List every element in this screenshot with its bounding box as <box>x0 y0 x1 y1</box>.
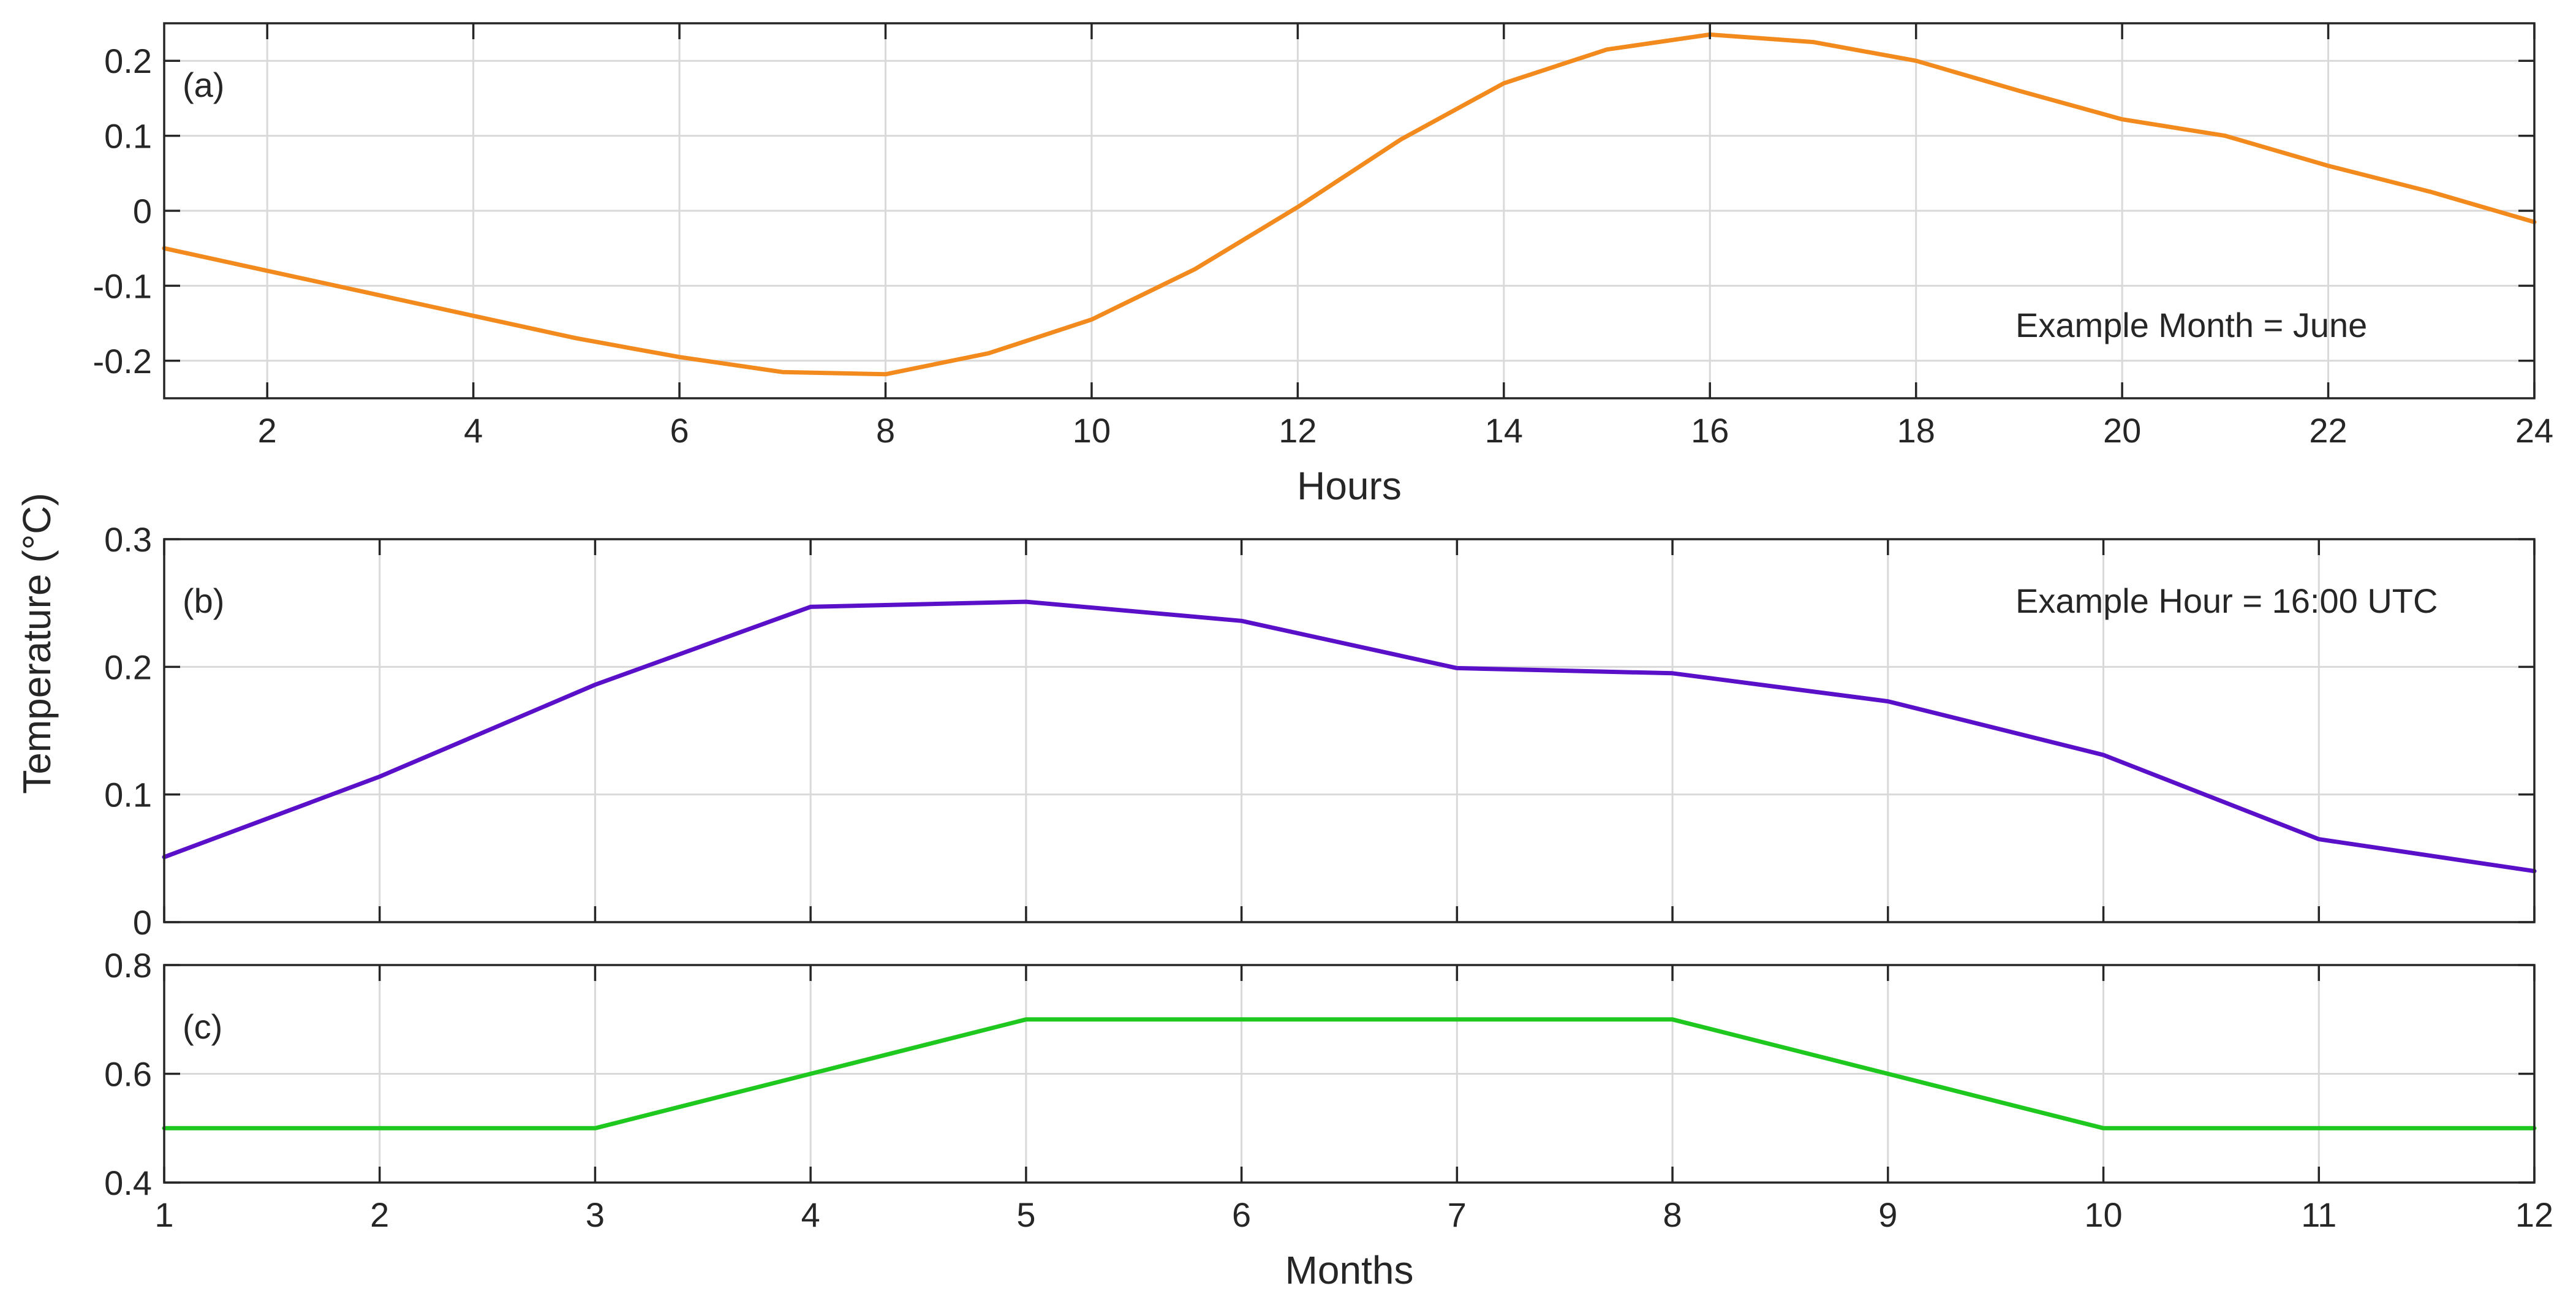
x-tick-label: 6 <box>1232 1195 1251 1234</box>
x-tick-label: 12 <box>1279 411 1316 450</box>
x-axis-title: Months <box>1285 1248 1414 1292</box>
y-tick-label: 0.2 <box>104 42 152 80</box>
y-tick-label: 0.8 <box>104 946 152 985</box>
x-tick-label: 8 <box>1663 1195 1682 1234</box>
x-tick-label: 2 <box>370 1195 389 1234</box>
series-line <box>162 1017 2537 1130</box>
x-tick-label: 16 <box>1691 411 1729 450</box>
panel-a-hourly-temperature: 2 4 6 8 10 12 14 16 18 20 22 24-0.2-0.100.10.2(a)Ex… <box>93 22 2553 508</box>
y-tick-label: 0 <box>133 903 152 942</box>
series-line <box>162 32 2537 377</box>
y-tick-label: 0.2 <box>104 648 152 686</box>
x-tick-label: 22 <box>2309 411 2347 450</box>
y-tick-label: 0.1 <box>104 776 152 814</box>
panel-label: (c) <box>183 1007 222 1046</box>
x-tick-label: 5 <box>1016 1195 1035 1234</box>
x-tick-label: 4 <box>464 411 483 450</box>
x-tick-label: 12 <box>2515 1195 2553 1234</box>
x-tick-label: 10 <box>2084 1195 2122 1234</box>
x-tick-label: 20 <box>2103 411 2141 450</box>
panel-b-monthly-temperature: 0 0.1 0.2 0.3 (b) Example Hour = 16:00 UTC <box>104 520 2537 942</box>
y-tick-label: 0.1 <box>104 117 152 156</box>
x-tick-label: 3 <box>586 1195 605 1234</box>
x-tick-label: 2 <box>258 411 277 450</box>
x-tick-label: 10 <box>1073 411 1111 450</box>
panel-annotation: Example Month = June <box>2015 306 2367 344</box>
y-tick-label: -0.1 <box>93 267 153 305</box>
shared-y-axis-title: Temperature (°C) <box>15 493 59 794</box>
plot-frame <box>163 538 2536 923</box>
x-tick-label: 14 <box>1485 411 1523 450</box>
x-tick-label: 8 <box>876 411 895 450</box>
x-tick-label: 7 <box>1448 1195 1467 1234</box>
x-tick-label: 24 <box>2515 411 2553 450</box>
y-tick-label: -0.2 <box>93 342 153 381</box>
y-tick-label: 0 <box>133 192 152 230</box>
y-tick-label: 0.6 <box>104 1055 152 1094</box>
x-tick-label: 9 <box>1878 1195 1897 1234</box>
series-line <box>162 599 2537 874</box>
x-tick-label: 6 <box>670 411 689 450</box>
x-tick-label: 1 <box>154 1195 173 1234</box>
panel-annotation: Example Hour = 16:00 UTC <box>2015 581 2438 620</box>
y-tick-label: 0.4 <box>104 1164 152 1202</box>
x-tick-label: 18 <box>1897 411 1935 450</box>
panel-label: (a) <box>183 66 224 104</box>
panel-c-monthly-factor: 1 2 3 4 5 6 7 8 9 10 11 120.40.60.8(c)Months <box>104 946 2553 1292</box>
x-tick-label: 4 <box>801 1195 820 1234</box>
y-tick-label: 0.3 <box>104 520 152 559</box>
x-tick-label: 11 <box>2301 1195 2336 1234</box>
x-axis-title: Hours <box>1297 464 1402 508</box>
panel-label: (b) <box>183 581 224 620</box>
